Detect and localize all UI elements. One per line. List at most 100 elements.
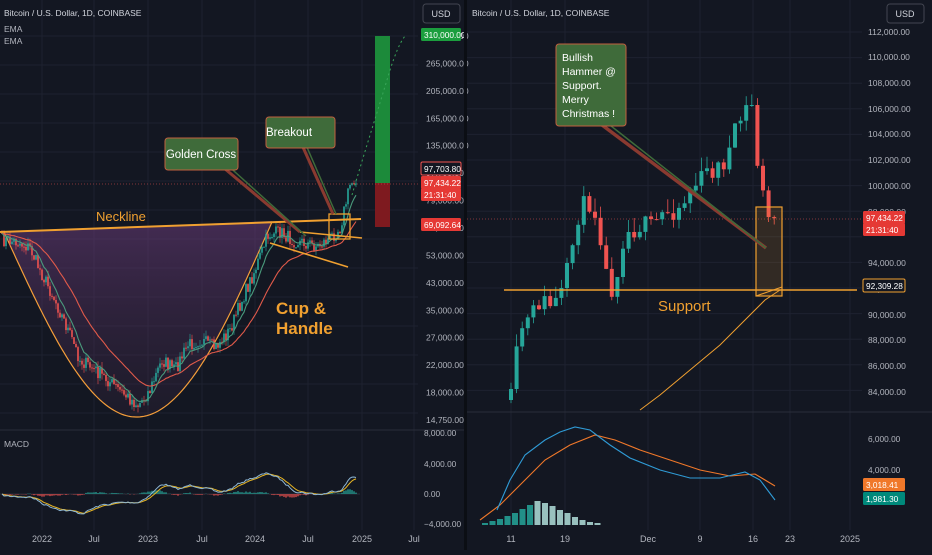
macd-bar bbox=[572, 517, 578, 525]
macd-bar bbox=[31, 494, 33, 495]
time-tick-label: Jul bbox=[196, 534, 208, 544]
candle-body bbox=[47, 277, 49, 287]
candle-body bbox=[181, 357, 183, 359]
time-tick-label: 2024 bbox=[245, 534, 265, 544]
macd-bar bbox=[95, 492, 97, 494]
candle-body bbox=[604, 245, 608, 269]
macd-bar bbox=[275, 494, 277, 495]
candle-body bbox=[115, 384, 117, 385]
macd-bar bbox=[595, 523, 601, 525]
candle-body bbox=[339, 232, 341, 233]
macd-bar bbox=[15, 494, 17, 495]
macd-bar bbox=[235, 492, 237, 494]
candle-body bbox=[267, 234, 269, 239]
price-tick-label: 108,000.00 bbox=[868, 78, 911, 88]
candle-body bbox=[627, 232, 631, 249]
candle-body bbox=[21, 244, 23, 247]
candle-body bbox=[349, 185, 351, 189]
callout-line-2: Hammer @ bbox=[562, 66, 616, 78]
candle-body bbox=[543, 296, 547, 309]
candle-body bbox=[135, 405, 137, 407]
candle-body bbox=[79, 361, 81, 362]
macd-bar bbox=[11, 494, 13, 495]
macd-bar bbox=[173, 494, 175, 495]
time-tick-label: 2022 bbox=[32, 534, 52, 544]
macd-bar bbox=[245, 492, 247, 495]
macd-bar bbox=[87, 492, 89, 494]
cup-handle-label-line1: Cup & bbox=[276, 299, 326, 318]
macd-bar bbox=[113, 493, 115, 494]
right-currency-button[interactable]: USD bbox=[887, 4, 924, 23]
candle-body bbox=[153, 381, 155, 382]
price-tick-label: 104,000.00 bbox=[868, 129, 911, 139]
price-tick-label: 27,000.00 bbox=[426, 333, 464, 343]
candle-body bbox=[39, 268, 41, 269]
candle-body bbox=[265, 234, 267, 247]
macd-bar bbox=[283, 494, 285, 497]
macd-bar bbox=[9, 494, 11, 495]
candle-body bbox=[255, 270, 257, 273]
candle-body bbox=[229, 328, 231, 329]
candle-body bbox=[301, 239, 303, 241]
candle-body bbox=[225, 334, 227, 341]
price-tick-label: 18,000.00 bbox=[426, 388, 464, 398]
candle-body bbox=[733, 123, 737, 147]
right-currency-text: USD bbox=[895, 9, 915, 19]
macd-bar bbox=[199, 494, 201, 495]
candle-body bbox=[293, 245, 295, 247]
price-tick-label: 110,000.00 bbox=[868, 52, 910, 62]
candle-body bbox=[163, 364, 165, 367]
candle-body bbox=[277, 227, 279, 228]
candle-body bbox=[582, 196, 586, 225]
candle-body bbox=[107, 381, 109, 386]
macd-bar bbox=[291, 494, 293, 498]
macd-bar bbox=[149, 492, 151, 494]
candle-body bbox=[119, 387, 121, 390]
candle-body bbox=[599, 218, 603, 245]
candle-body bbox=[509, 389, 513, 400]
macd-bar bbox=[83, 494, 85, 495]
candle-body bbox=[53, 297, 55, 300]
macd-bar bbox=[289, 494, 291, 497]
time-tick-label: Jul bbox=[408, 534, 420, 544]
candle-body bbox=[155, 373, 157, 381]
macd-bar bbox=[299, 494, 301, 495]
macd-tick-label: 0.00 bbox=[424, 489, 441, 499]
candle-body bbox=[81, 361, 83, 365]
price-tick-label: 22,000.00 bbox=[426, 360, 464, 370]
candle-body bbox=[245, 284, 247, 301]
macd-bar bbox=[197, 494, 199, 495]
macd-bar bbox=[497, 519, 503, 525]
price-label: 97,703.80 bbox=[421, 162, 461, 175]
candle-body bbox=[207, 336, 209, 340]
candle-body bbox=[105, 375, 107, 381]
candle-body bbox=[59, 313, 61, 318]
candle-body bbox=[67, 328, 69, 331]
price-label: 97,434.22 bbox=[421, 176, 461, 189]
candle-body bbox=[99, 368, 101, 378]
candle-body bbox=[151, 382, 153, 393]
candle-body bbox=[51, 296, 53, 297]
macd-bar bbox=[339, 494, 341, 495]
left-currency-button[interactable]: USD bbox=[423, 4, 460, 23]
candle-body bbox=[125, 395, 127, 398]
price-label: 92,309.28 bbox=[863, 279, 905, 292]
candle-body bbox=[321, 246, 323, 247]
macd-bar bbox=[353, 491, 355, 494]
macd-bar bbox=[195, 494, 197, 495]
left-chart-title: Bitcoin / U.S. Dollar, 1D, COINBASE bbox=[4, 8, 142, 18]
macd-bar bbox=[267, 493, 269, 494]
macd-bar bbox=[183, 493, 185, 494]
candle-body bbox=[257, 259, 259, 270]
candle-body bbox=[185, 348, 187, 349]
price-label: 21:31:40 bbox=[421, 188, 461, 201]
macd-bar bbox=[85, 493, 87, 494]
hammer-callout: Bullish Hammer @ Support. Merry Christma… bbox=[556, 44, 626, 126]
macd-bar bbox=[103, 493, 105, 494]
candle-body bbox=[632, 232, 636, 237]
candle-body bbox=[55, 300, 57, 303]
left-ema-label-1: EMA bbox=[4, 24, 23, 34]
candle-body bbox=[621, 249, 625, 277]
candle-body bbox=[73, 337, 75, 344]
callout-line-4: Merry bbox=[562, 94, 590, 106]
